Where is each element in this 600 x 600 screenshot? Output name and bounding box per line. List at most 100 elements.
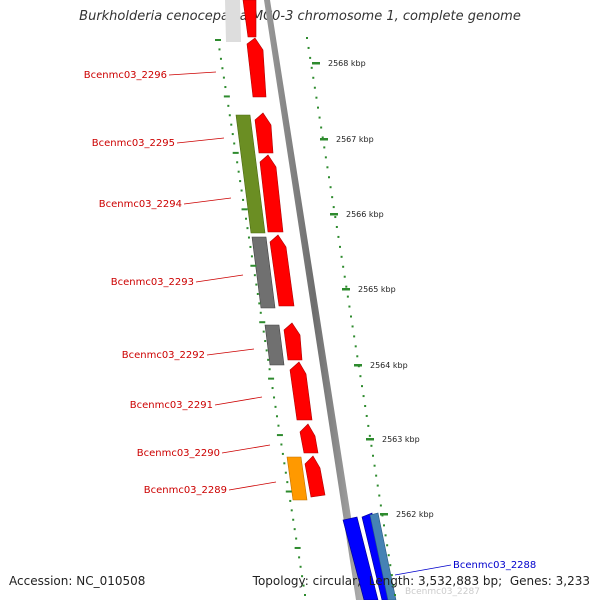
track-dot — [275, 415, 278, 418]
gene-steel-block[interactable] — [369, 512, 397, 600]
track-dot — [292, 518, 295, 521]
gene-2296-arrow[interactable] — [242, 0, 257, 38]
gene-label-leader — [195, 274, 244, 283]
gene-label-leader — [168, 71, 217, 76]
track-dot — [299, 565, 302, 568]
scale-tick-label: 2567 kbp — [336, 135, 374, 144]
scale-tick-mark — [366, 438, 374, 441]
track-dot — [343, 275, 346, 278]
track-dot — [245, 217, 248, 220]
scale-tick-mark — [354, 364, 362, 367]
track-dot — [301, 575, 304, 578]
track-dot — [284, 471, 287, 474]
track-dot — [231, 133, 234, 136]
gene-label[interactable]: Bcenmc03_2288 — [453, 560, 536, 571]
dot-track — [215, 37, 396, 596]
gene-2291-arrow[interactable] — [289, 361, 313, 421]
track-dot — [307, 46, 310, 49]
gene-label-leader — [394, 564, 452, 576]
track-dot — [361, 385, 363, 388]
track-dot — [365, 414, 368, 417]
track-dot — [323, 146, 326, 149]
gene-orange-block[interactable] — [286, 456, 308, 501]
track-dot — [348, 305, 351, 308]
track-dot — [239, 180, 242, 183]
track-dot — [367, 424, 370, 427]
gene-label[interactable]: Bcenmc03_2291 — [130, 400, 213, 411]
gene-labels: Bcenmc03_2296 Bcenmc03_2295 Bcenmc03_2294 B… — [84, 70, 536, 576]
track-dot — [372, 454, 374, 457]
scale-tick-label: 2563 kbp — [382, 435, 420, 444]
track-dot — [345, 285, 348, 288]
track-dot — [250, 255, 253, 258]
gene-label[interactable]: Bcenmc03_2296 — [84, 70, 167, 81]
gene-2288-arrow[interactable] — [342, 516, 379, 600]
track-dot — [223, 95, 230, 98]
track-dot — [375, 474, 378, 477]
gene-label[interactable]: Bcenmc03_2295 — [92, 138, 175, 149]
gene-2293-arrow[interactable] — [269, 234, 295, 307]
gene-2294-arrow[interactable] — [259, 154, 284, 233]
track-dot — [387, 554, 390, 557]
gene-label[interactable]: Bcenmc03_2292 — [122, 350, 205, 361]
track-dot — [362, 395, 365, 398]
track-dot — [306, 37, 308, 39]
track-dot — [321, 136, 324, 139]
track-dot — [339, 245, 341, 248]
track-dot — [359, 375, 362, 378]
scale-tick-mark — [330, 213, 338, 216]
track-dot — [309, 56, 312, 59]
track-dot — [328, 176, 330, 179]
track-dot — [219, 57, 222, 60]
accession-info: Accession: NC_010508 — [9, 574, 145, 588]
track-dot — [221, 67, 224, 70]
gene-2296-arrow-b[interactable] — [246, 37, 267, 98]
track-dot — [383, 524, 385, 527]
track-dot — [230, 123, 233, 126]
gene-2295-arrow[interactable] — [254, 112, 274, 154]
gene-2290-arrow[interactable] — [299, 423, 319, 454]
track-dot — [240, 189, 243, 192]
track-dot — [273, 396, 276, 399]
track-dot — [368, 434, 371, 437]
track-dot — [346, 295, 349, 298]
scale-tick-label: 2564 kbp — [370, 361, 408, 370]
faded-gene-top[interactable] — [225, 0, 241, 42]
track-dot — [290, 509, 293, 512]
track-dot — [277, 424, 280, 427]
gene-2289-arrow[interactable] — [304, 455, 326, 498]
topology-label: Topology: — [252, 574, 309, 588]
track-dot — [222, 76, 225, 79]
track-dot — [259, 311, 262, 314]
track-dot — [255, 283, 258, 286]
track-dot — [259, 321, 266, 324]
track-dot — [285, 490, 292, 493]
track-dot — [354, 345, 357, 348]
track-dot — [392, 584, 395, 587]
gene-label[interactable]: Bcenmc03_2294 — [99, 199, 182, 210]
track-dot — [376, 484, 379, 487]
track-dot — [265, 349, 268, 352]
accession-value: NC_010508 — [76, 574, 146, 588]
track-dot — [312, 76, 315, 79]
scale-tick-label: 2568 kbp — [328, 59, 366, 68]
track-dot — [262, 330, 265, 333]
track-dot — [315, 96, 318, 99]
track-dot — [215, 39, 221, 41]
scale-tick-label: 2562 kbp — [396, 510, 434, 519]
gene-label[interactable]: Bcenmc03_2290 — [137, 448, 220, 459]
faded-label-bottom: Bcenmc03_2287 — [405, 587, 480, 597]
track-dot — [294, 546, 301, 549]
gene-label[interactable]: Bcenmc03_2289 — [144, 485, 227, 496]
track-dot — [320, 126, 323, 129]
track-dot — [342, 265, 345, 268]
scale-tick-mark — [380, 513, 388, 516]
gene-2292-arrow[interactable] — [283, 322, 303, 361]
gene-olive-block[interactable] — [235, 114, 266, 234]
gene-grey-block-2[interactable] — [264, 324, 285, 366]
track-dot — [237, 170, 240, 173]
gene-grey-block-1[interactable] — [251, 236, 276, 309]
track-dot — [267, 358, 270, 361]
gene-label[interactable]: Bcenmc03_2293 — [111, 277, 194, 288]
track-dot — [335, 225, 338, 228]
